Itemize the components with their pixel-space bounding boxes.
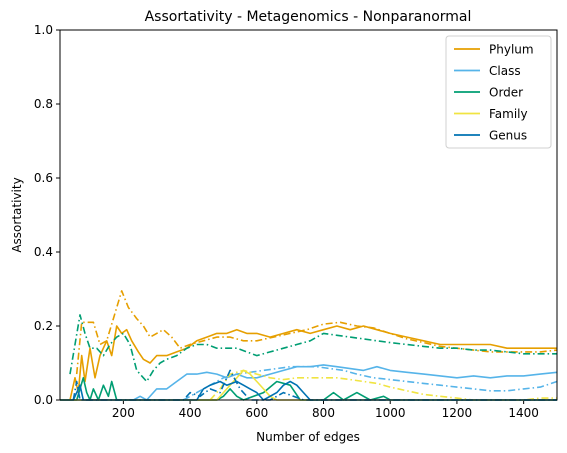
legend: Phylum Class Order Family Genus — [445, 35, 552, 149]
series-line-phylum-solid — [60, 325, 557, 401]
y-tick-label: 0.8 — [34, 97, 53, 111]
series-line-phylum-dashdot — [75, 290, 558, 375]
legend-label: Order — [489, 86, 523, 100]
legend-label: Phylum — [489, 43, 534, 57]
x-tick-label: 1200 — [442, 406, 473, 420]
legend-box — [445, 35, 552, 149]
y-tick-label: 0.0 — [34, 393, 53, 407]
x-ticks: 200 400 600 800 1000 1200 1400 — [112, 400, 539, 420]
series-line-class-dashdot — [183, 365, 558, 401]
y-tick-label: 0.4 — [34, 245, 53, 259]
plot-frame — [59, 29, 558, 401]
x-tick-label: 200 — [112, 406, 135, 420]
x-tick-label: 600 — [245, 406, 268, 420]
y-tick-label: 1.0 — [34, 23, 53, 37]
y-ticks: 0.0 0.2 0.4 0.6 0.8 1.0 — [34, 23, 60, 407]
legend-label: Class — [489, 64, 521, 78]
series-line-order-solid — [60, 376, 557, 401]
y-tick-label: 0.2 — [34, 319, 53, 333]
y-axis-label: Assortativity — [10, 177, 24, 252]
series-line-genus-dashdot — [72, 369, 557, 401]
x-axis-label: Number of edges — [256, 430, 360, 444]
y-tick-label: 0.6 — [34, 171, 53, 185]
series-line-family-solid — [60, 369, 557, 401]
x-tick-label: 400 — [179, 406, 202, 420]
legend-label: Family — [489, 107, 528, 121]
chart-title: Assortativity - Metagenomics - Nonparano… — [145, 9, 472, 25]
plot-lines — [60, 290, 558, 401]
x-tick-label: 1400 — [508, 406, 539, 420]
x-tick-label: 1000 — [375, 406, 406, 420]
x-tick-label: 800 — [312, 406, 335, 420]
legend-label: Genus — [489, 129, 527, 143]
